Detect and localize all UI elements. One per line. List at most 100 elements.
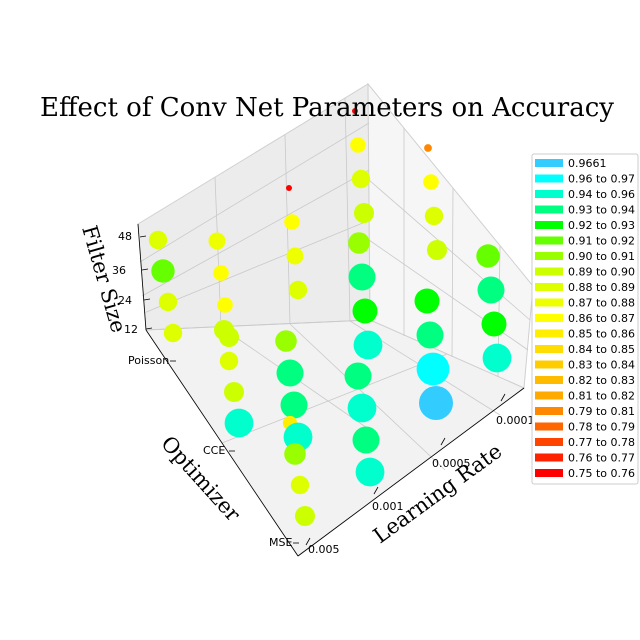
data-point [350,137,366,153]
data-point [352,298,378,324]
legend-swatch [535,298,563,307]
legend-label: 0.79 to 0.81 [568,405,635,418]
legend-swatch [535,283,563,291]
z-tick-36: 36 [112,264,126,277]
legend-swatch [535,329,563,338]
data-point [351,169,371,189]
y-tick-mse: MSE [269,536,292,549]
legend-swatch [535,221,563,229]
chart-title: Effect of Conv Net Parameters on Accurac… [40,93,614,123]
data-point [414,288,440,314]
data-point [217,297,233,313]
data-point [219,351,239,371]
data-point [424,144,432,152]
x-tick-00005: 0.0005 [432,457,471,470]
x-axis-line [297,387,525,557]
x-tick-0001b: 0.001 [372,500,404,513]
legend-label: 0.81 to 0.82 [568,390,635,403]
z-tick-12: 12 [124,323,138,336]
y-axis-line [145,329,299,557]
data-point [286,247,304,265]
legend-label: 0.75 to 0.76 [568,467,635,480]
data-point [219,327,239,347]
data-point [148,230,168,250]
z-tick-48: 48 [118,230,132,243]
legend-label: 0.88 to 0.89 [568,281,635,294]
data-point [354,203,374,223]
data-point [416,321,444,349]
legend-swatch [535,469,563,477]
legend-label: 0.83 to 0.84 [568,359,635,372]
x-tick-00001: 0.0001 [496,414,535,427]
data-point [280,391,308,419]
legend-swatch [535,391,563,400]
legend-swatch [535,360,563,369]
data-point [290,475,310,495]
data-point [348,263,376,291]
legend-swatch [535,159,563,167]
data-point [158,292,178,312]
legend-swatch [535,174,563,183]
data-point [347,393,377,423]
data-point [416,352,450,386]
y-tick-poisson: Poisson [128,354,169,367]
legend-swatch [535,190,563,198]
x-tick-0005: 0.005 [308,543,340,556]
data-point [353,330,383,360]
data-point [423,174,439,190]
data-point [424,206,444,226]
data-point [284,214,300,230]
legend-label: 0.76 to 0.77 [568,452,635,465]
legend-swatch [535,205,563,214]
data-point [482,343,512,373]
legend-label: 0.86 to 0.87 [568,312,635,325]
data-point [477,276,505,304]
data-point [295,506,315,526]
data-point [284,443,306,465]
legend-swatch [535,252,563,260]
data-point [163,323,183,343]
data-point [348,232,370,254]
legend-label: 0.84 to 0.85 [568,343,635,356]
data-point [352,108,358,114]
data-point [355,457,385,487]
legend-swatch [535,314,563,322]
legend-swatch [535,422,563,431]
data-point [352,426,380,454]
legend-swatch [535,407,563,415]
legend-label: 0.82 to 0.83 [568,374,635,387]
legend-label: 0.90 to 0.91 [568,250,635,263]
legend-label: 0.85 to 0.86 [568,328,635,341]
legend-swatch [535,376,563,384]
data-point [288,280,308,300]
legend: 0.9661 0.96 to 0.97 0.94 to 0.96 0.93 to 0.… [531,153,639,485]
legend-label: 0.93 to 0.94 [568,204,635,217]
data-point [213,265,229,281]
legend-label: 0.94 to 0.96 [568,188,635,201]
legend-swatch [535,453,563,462]
data-point [427,240,447,260]
legend-label: 0.77 to 0.78 [568,436,635,449]
legend-swatch [535,267,563,276]
z-axis-line [137,223,147,331]
data-point [476,244,500,268]
legend-label: 0.9661 [568,157,607,170]
legend-swatch [535,236,563,245]
legend-swatch [535,438,563,446]
data-point [151,259,175,283]
data-point [224,408,254,438]
data-point [286,185,292,191]
legend-label: 0.91 to 0.92 [568,235,635,248]
legend-label: 0.92 to 0.93 [568,219,635,232]
legend-label: 0.89 to 0.90 [568,266,635,279]
data-point [276,359,304,387]
legend-label: 0.96 to 0.97 [568,173,635,186]
legend-label: 0.78 to 0.79 [568,421,635,434]
z-tick-24: 24 [118,294,132,307]
data-point [224,382,244,402]
data-point [275,330,297,352]
data-point [481,311,507,337]
legend-label: 0.87 to 0.88 [568,297,635,310]
data-point [208,232,226,250]
